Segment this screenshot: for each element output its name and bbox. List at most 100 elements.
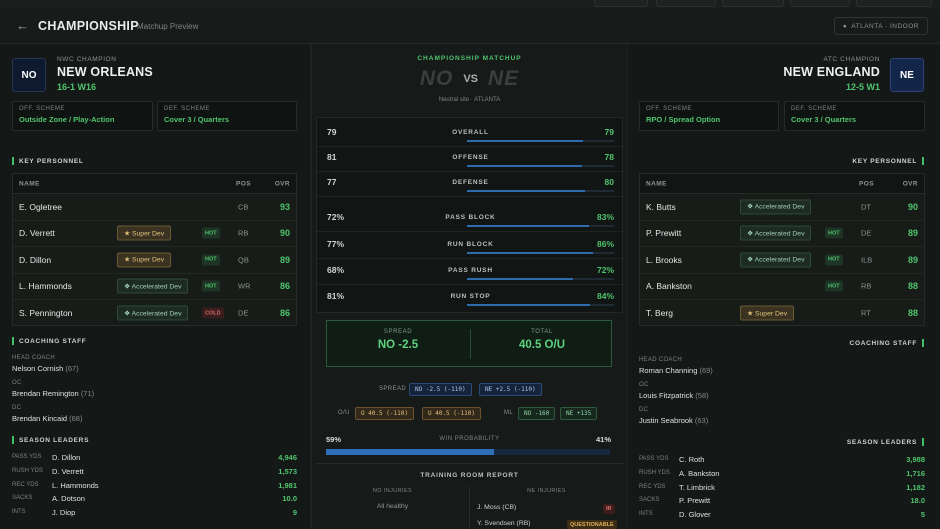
table-row[interactable]: D. Verrett ★ Super Dev HOT RB 90 (13, 221, 296, 247)
table-row[interactable]: K. Butts ❖ Accelerated Dev DT 90 (640, 194, 924, 221)
page-title: Championship (38, 19, 139, 33)
player-ovr: 93 (279, 201, 290, 212)
rating-bar (467, 252, 614, 254)
rating-fill (467, 304, 591, 306)
rating-left: 77 (327, 177, 337, 187)
table-header: NAME POS OVR (640, 174, 924, 194)
player-name[interactable]: E. Ogletree (19, 201, 62, 212)
player-name[interactable]: P. Prewitt (646, 228, 682, 239)
player-name[interactable]: K. Butts (646, 201, 676, 212)
top-strip-button[interactable] (856, 0, 932, 7)
right-def-scheme-label: DEF. SCHEME (791, 106, 837, 112)
staff-name: Justin Seabrook (63) (639, 416, 709, 425)
arrow-left-icon[interactable]: ← (16, 18, 29, 33)
over-chip[interactable]: O 40.5 (-110) (355, 407, 414, 420)
col-name: NAME (646, 180, 667, 187)
player-pos: CB (238, 202, 249, 212)
table-row[interactable]: T. Berg ★ Super Dev RT 88 (640, 300, 924, 327)
table-row[interactable]: A. Bankston HOT RB 88 (640, 274, 924, 300)
ml-no-chip[interactable]: NO -160 (518, 407, 556, 420)
right-def-scheme: DEF. SCHEME Cover 3 / Quarters (784, 101, 925, 131)
player-name[interactable]: T. Berg (646, 308, 673, 319)
table-row[interactable]: L. Hammonds ❖ Accelerated Dev HOT WR 86 (13, 274, 296, 300)
staff-name: Nelson Cornish (67) (12, 364, 79, 373)
table-row[interactable]: P. Prewitt ❖ Accelerated Dev HOT DE 89 (640, 221, 924, 247)
leader-value: 1,981 (278, 481, 297, 490)
right-team-conference: ATC CHAMPION (823, 56, 880, 63)
staff-role: HEAD COACH (12, 355, 56, 361)
left-team-badge: NO (12, 58, 46, 92)
leader-row: RUSH YDS D. Verrett 1,573 (12, 467, 297, 479)
rating-label: OVERALL (452, 129, 489, 136)
player-pos: RB (238, 228, 249, 238)
player-name[interactable]: L. Hammonds (19, 281, 72, 292)
staff-role: DC (639, 407, 649, 413)
player-name[interactable]: A. Bankston (646, 281, 692, 292)
player-name[interactable]: L. Brooks (646, 254, 682, 265)
top-strip-button[interactable] (594, 0, 648, 7)
rating-label: DEFENSE (452, 179, 489, 186)
rating-left: 77% (327, 239, 345, 249)
lines-ou-label: O/U (338, 410, 350, 416)
rating-left: 79 (327, 127, 337, 137)
top-strip-button[interactable] (790, 0, 850, 7)
col-name: NAME (19, 180, 40, 187)
hot-tag: HOT (825, 227, 843, 239)
player-name[interactable]: S. Pennington (19, 308, 73, 319)
ne-injuries-label: NE INJURIES (527, 488, 566, 494)
left-personnel-title: KEY PERSONNEL (19, 157, 84, 165)
left-def-scheme: DEF. SCHEME Cover 3 / Quarters (157, 101, 297, 131)
spread-value: NO -2.5 (377, 339, 419, 351)
leader-name: J. Diop (52, 508, 76, 517)
leader-row: INTS J. Diop 9 (12, 508, 297, 520)
table-row[interactable]: L. Brooks ❖ Accelerated Dev HOT ILB 89 (640, 247, 924, 274)
under-chip[interactable]: U 40.5 (-110) (422, 407, 481, 420)
total-value: 40.5 O/U (518, 339, 566, 351)
right-team-name: NEW ENGLAND (783, 65, 880, 79)
rating-fill (467, 190, 585, 192)
top-strip-button[interactable] (722, 0, 784, 7)
injury-name[interactable]: Y. Svendsen (RB) (477, 520, 531, 527)
leader-name: C. Roth (679, 455, 705, 464)
leader-cat: REC YDS (639, 484, 666, 490)
player-ovr: 90 (907, 201, 918, 212)
rating-label: PASS RUSH (448, 267, 493, 274)
rating-label: RUN BLOCK (447, 241, 494, 248)
leader-name: D. Dillon (52, 453, 81, 462)
leader-value: 1,573 (278, 467, 297, 476)
right-leaders-title: SEASON LEADERS (846, 438, 917, 446)
leader-value: 4,946 (278, 453, 297, 462)
accelerated-dev-badge: ❖ Accelerated Dev (740, 199, 812, 215)
player-pos: QB (238, 255, 249, 265)
spread-no-chip[interactable]: NO -2.5 (-110) (409, 383, 472, 396)
left-off-scheme-label: OFF. SCHEME (19, 106, 65, 112)
right-team-badge-abbr: NE (900, 69, 914, 81)
spread-ne-chip[interactable]: NE +2.5 (-110) (479, 383, 542, 396)
hot-tag: HOT (202, 254, 220, 266)
rating-row: 77 DEFENSE 80 (317, 173, 624, 197)
leader-name: D. Verrett (52, 467, 84, 476)
leader-name: A. Bankston (679, 469, 720, 478)
leader-row: SACKS P. Prewitt 18.0 (639, 496, 925, 508)
player-name[interactable]: D. Dillon (19, 254, 52, 265)
ml-ne-chip[interactable]: NE +135 (560, 407, 598, 420)
table-row[interactable]: D. Dillon ★ Super Dev HOT QB 89 (13, 247, 296, 274)
accelerated-dev-badge: ❖ Accelerated Dev (117, 278, 189, 294)
section-marker (12, 157, 14, 165)
leader-cat: SACKS (639, 497, 660, 503)
top-strip-button[interactable] (656, 0, 716, 7)
right-off-scheme-value: RPO / Spread Option (646, 115, 721, 124)
win-prob-bar (326, 449, 610, 455)
player-name[interactable]: D. Verrett (19, 228, 55, 239)
left-staff-title: COACHING STAFF (19, 337, 87, 345)
leader-value: 9 (292, 508, 297, 517)
table-row[interactable]: E. Ogletree CB 93 (13, 194, 296, 221)
injury-name[interactable]: J. Moss (CB) (477, 504, 517, 511)
player-pos: WR (238, 281, 251, 291)
rating-bar (467, 304, 614, 306)
rating-bar (467, 225, 614, 227)
table-row[interactable]: S. Pennington ❖ Accelerated Dev COLD DE … (13, 300, 296, 327)
left-team-name: NEW ORLEANS (57, 65, 153, 79)
spread-total-box: SPREAD NO -2.5 TOTAL 40.5 O/U (326, 320, 612, 367)
leader-name: L. Hammonds (52, 481, 99, 490)
